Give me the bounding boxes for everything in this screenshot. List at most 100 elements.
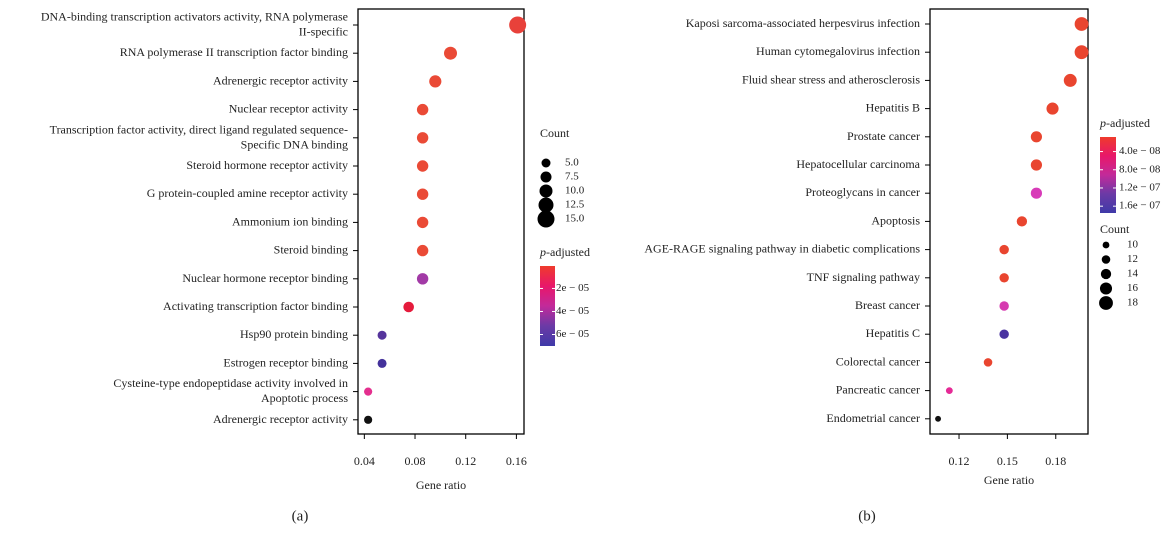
x-axis-label: Gene ratio: [984, 473, 1034, 487]
y-category-label: Hepatitis B: [866, 100, 920, 114]
y-category-label: DNA-binding transcription activators act…: [41, 9, 348, 38]
data-point: [509, 16, 527, 34]
data-point: [935, 415, 942, 422]
y-category-label-line: Activating transcription factor binding: [163, 299, 348, 313]
y-category-label-line: Kaposi sarcoma-associated herpesvirus in…: [686, 16, 920, 30]
panel-label: (a): [292, 508, 309, 524]
y-category-label-line: Pancreatic cancer: [836, 382, 920, 396]
y-category-label-line: Proteoglycans in cancer: [805, 185, 920, 199]
y-category-label-line: Estrogen receptor binding: [223, 355, 348, 369]
data-point: [416, 160, 429, 172]
size-legend-label: 18: [1127, 297, 1139, 309]
data-point: [377, 358, 387, 368]
y-category-label-line: Breast cancer: [855, 298, 920, 312]
y-category-label-line: Apoptotic process: [261, 391, 348, 405]
y-category-label: Endometrial cancer: [826, 411, 920, 425]
chart-panel-1: 0.04 0.08 0.12 0.16 Gene ratio (a) DNA-binding…: [41, 8, 590, 524]
y-category-label: Prostate cancer: [847, 129, 920, 143]
y-category-label: Human cytomegalovirus infection: [756, 44, 920, 58]
y-category-label-line: II-specific: [299, 24, 348, 38]
size-legend-label: 5.0: [565, 157, 579, 169]
y-category-label: Nuclear hormone receptor binding: [182, 271, 348, 285]
y-category-label: Hepatocellular carcinoma: [796, 157, 920, 171]
data-point: [1074, 45, 1089, 60]
y-category-label: Transcription factor activity, direct li…: [50, 122, 348, 151]
y-category-label-line: Steroid binding: [274, 242, 348, 256]
data-point: [403, 301, 414, 313]
y-category-label-line: Hepatitis C: [866, 326, 920, 340]
color-legend-title-italic: p: [539, 245, 546, 259]
color-legend-title-italic: p: [1099, 116, 1106, 130]
x-tick-label: 0.18: [1045, 454, 1066, 468]
y-category-label-line: Human cytomegalovirus infection: [756, 44, 920, 58]
y-category-label: Cysteine-type endopeptidase activity inv…: [113, 376, 348, 405]
y-category-label: Adrenergic receptor activity: [213, 73, 348, 87]
size-legend-dot: [538, 197, 554, 213]
size-legend-label: 14: [1127, 268, 1139, 280]
size-legend-label: 15.0: [565, 213, 585, 225]
y-category-label-line: Cysteine-type endopeptidase activity inv…: [113, 376, 348, 390]
y-category-label-line: Nuclear hormone receptor binding: [182, 271, 348, 285]
color-legend-title: p-adjusted: [1099, 116, 1150, 130]
data-point: [1030, 131, 1043, 143]
y-category-label: Ammonium ion binding: [232, 214, 348, 228]
y-category-label: Nuclear receptor activity: [229, 101, 348, 115]
y-category-label: AGE-RAGE signaling pathway in diabetic c…: [644, 241, 920, 255]
y-category-label: Adrenergic receptor activity: [213, 412, 348, 426]
data-point: [364, 387, 373, 396]
data-point: [1063, 73, 1077, 87]
color-legend-title-rest: -adjusted: [1106, 116, 1150, 130]
size-legend-title: Count: [540, 126, 570, 140]
panel-label: (b): [858, 508, 876, 524]
y-category-label-line: G protein-coupled amine receptor activit…: [147, 186, 348, 200]
data-point: [1030, 187, 1043, 199]
x-tick-label: 0.04: [354, 454, 375, 468]
data-point: [999, 301, 1009, 311]
y-category-label-line: DNA-binding transcription activators act…: [41, 9, 348, 23]
y-category-label-line: Adrenergic receptor activity: [213, 73, 348, 87]
y-category-label: Breast cancer: [855, 298, 920, 312]
x-tick-label: 0.16: [506, 454, 527, 468]
data-point: [416, 216, 429, 229]
y-category-label: Steroid binding: [274, 242, 348, 256]
color-legend-label: 6e − 05: [556, 328, 590, 340]
size-legend-dot: [539, 184, 553, 198]
data-point: [377, 330, 387, 340]
y-category-label: Activating transcription factor binding: [163, 299, 348, 313]
data-point: [999, 329, 1009, 339]
size-legend-dot: [1100, 268, 1112, 280]
color-legend-label: 1.2e − 07: [1119, 182, 1161, 194]
size-legend-label: 10: [1127, 239, 1139, 251]
color-legend-bar: [1100, 137, 1116, 213]
color-legend-title: p-adjusted: [539, 245, 590, 259]
size-legend-dot: [541, 158, 551, 168]
data-point: [444, 46, 458, 60]
y-category-label-line: Endometrial cancer: [826, 411, 920, 425]
data-point: [945, 387, 953, 394]
color-legend-label: 1.6e − 07: [1119, 200, 1161, 212]
data-point: [1074, 17, 1089, 31]
y-category-label: Kaposi sarcoma-associated herpesvirus in…: [686, 16, 920, 30]
y-category-label-line: Prostate cancer: [847, 129, 920, 143]
data-point: [416, 103, 429, 116]
size-legend-label: 10.0: [565, 185, 585, 197]
size-legend-dot: [537, 210, 555, 228]
y-category-label: Hepatitis C: [866, 326, 920, 340]
y-category-label-line: Hepatocellular carcinoma: [796, 157, 920, 171]
y-category-label: RNA polymerase II transcription factor b…: [120, 45, 348, 59]
y-category-label-line: Specific DNA binding: [241, 137, 348, 151]
y-category-label: G protein-coupled amine receptor activit…: [147, 186, 348, 200]
y-category-label: Steroid hormone receptor activity: [186, 158, 348, 172]
data-point: [1046, 102, 1059, 115]
size-legend-title: Count: [1100, 222, 1130, 236]
y-category-label-line: Adrenergic receptor activity: [213, 412, 348, 426]
size-legend-dot: [540, 171, 552, 183]
y-category-label-line: Steroid hormone receptor activity: [186, 158, 348, 172]
size-legend-dot: [1102, 241, 1110, 249]
data-point: [983, 358, 993, 367]
y-category-label-line: RNA polymerase II transcription factor b…: [120, 45, 348, 59]
color-legend-title-rest: -adjusted: [546, 245, 590, 259]
size-legend-dot: [1099, 282, 1113, 295]
